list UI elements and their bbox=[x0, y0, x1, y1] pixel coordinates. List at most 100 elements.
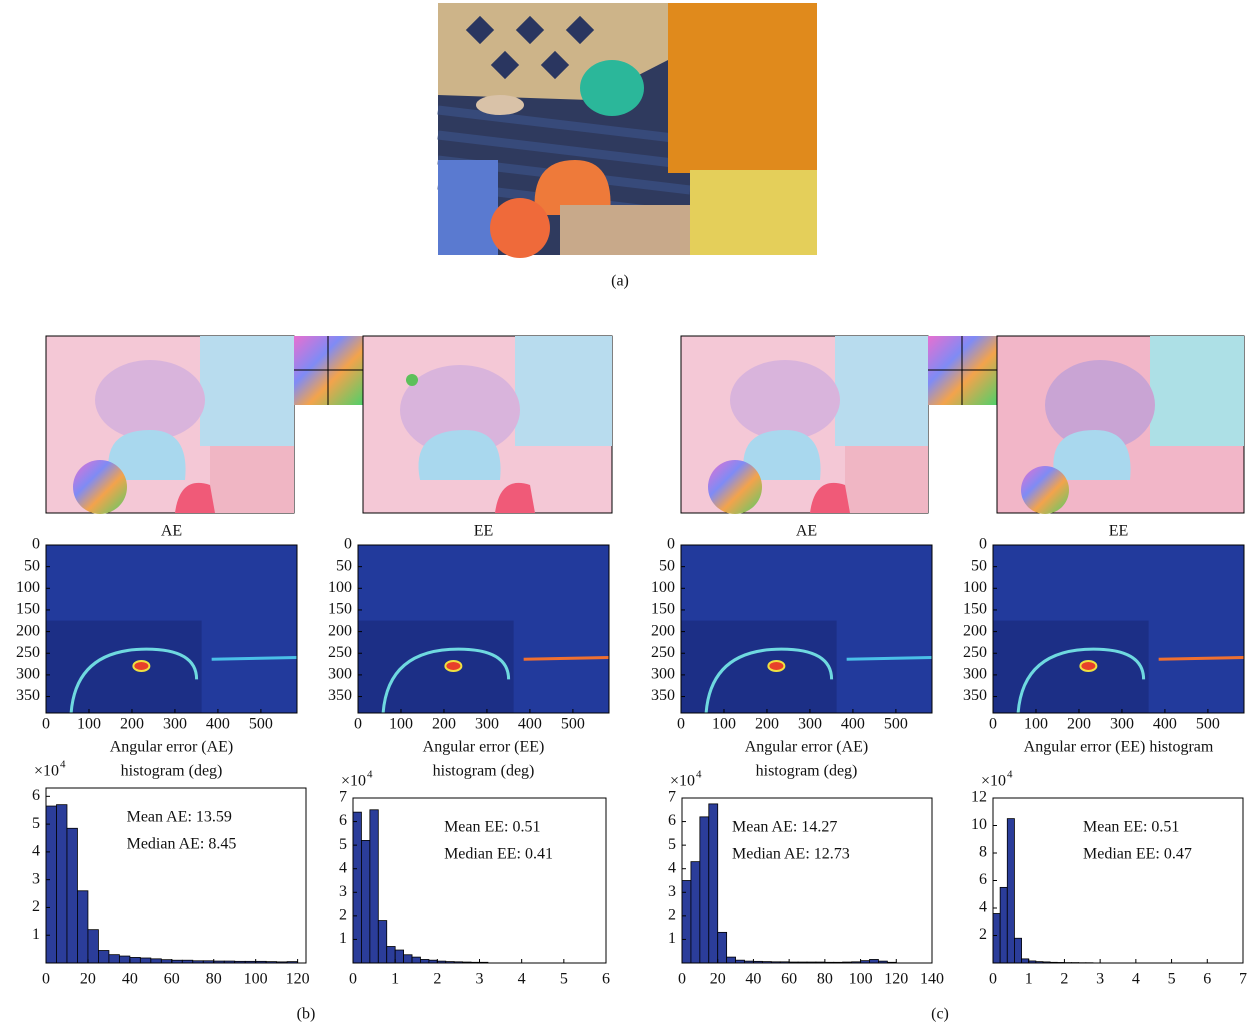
heatmap-edge bbox=[523, 656, 610, 661]
x-tick-label: 400 bbox=[841, 716, 865, 733]
y-tick-label: 0 bbox=[979, 536, 987, 553]
x-tick-label: 500 bbox=[884, 716, 908, 733]
bar bbox=[108, 954, 120, 964]
bar bbox=[361, 840, 371, 964]
y-tick-label: 3 bbox=[32, 870, 40, 887]
bar bbox=[129, 957, 141, 964]
x-tick-label: 5 bbox=[560, 971, 568, 988]
x-tick-label: 400 bbox=[518, 716, 542, 733]
y-multiplier-exponent: 4 bbox=[60, 759, 66, 771]
x-tick-label: 4 bbox=[518, 971, 526, 988]
y-tick-label: 100 bbox=[16, 579, 40, 596]
chart-title: Angular error (AE) bbox=[745, 739, 869, 756]
heatmap-region bbox=[46, 620, 202, 713]
annotation: Mean EE: 0.51 bbox=[1083, 819, 1179, 836]
annotation: Median EE: 0.41 bbox=[444, 846, 553, 863]
y-tick-label: 350 bbox=[328, 687, 352, 704]
annotation: Median AE: 12.73 bbox=[732, 846, 850, 863]
axes bbox=[680, 544, 933, 714]
x-tick-label: 120 bbox=[286, 971, 310, 988]
x-tick-label: 200 bbox=[120, 716, 144, 733]
annotation: Median EE: 0.47 bbox=[1083, 846, 1192, 863]
flow-images bbox=[45, 335, 1245, 514]
bar bbox=[386, 946, 396, 964]
x-tick-label: 40 bbox=[122, 971, 138, 988]
y-tick-label: 50 bbox=[24, 557, 40, 574]
bar bbox=[98, 950, 110, 964]
x-tick-label: 0 bbox=[349, 971, 357, 988]
bar bbox=[139, 957, 152, 964]
axes bbox=[992, 544, 1245, 714]
chart-title: EE bbox=[474, 523, 494, 540]
bar bbox=[1021, 958, 1030, 964]
y-multiplier-exponent: 4 bbox=[1007, 769, 1013, 781]
y-tick-label: 350 bbox=[16, 687, 40, 704]
x-tick-label: 200 bbox=[432, 716, 456, 733]
y-tick-label: 200 bbox=[16, 622, 40, 639]
y-multiplier: ×10 bbox=[670, 773, 695, 790]
y-tick-label: 1 bbox=[32, 926, 40, 943]
x-tick-label: 20 bbox=[80, 971, 96, 988]
y-tick-label: 350 bbox=[963, 687, 987, 704]
y-multiplier: ×10 bbox=[981, 773, 1006, 790]
chart-title: EE bbox=[1109, 523, 1129, 540]
y-tick-label: 2 bbox=[339, 907, 347, 924]
heatmap-edge bbox=[381, 647, 511, 714]
bar bbox=[411, 956, 421, 964]
y-tick-label: 4 bbox=[668, 859, 676, 876]
y-multiplier-exponent: 4 bbox=[696, 769, 702, 781]
x-tick-label: 5 bbox=[1168, 971, 1176, 988]
bar bbox=[87, 929, 99, 964]
annotation: Mean EE: 0.51 bbox=[444, 819, 540, 836]
heatmap-hotspot bbox=[132, 659, 151, 672]
heatmap-hotspot bbox=[767, 659, 786, 672]
y-tick-label: 350 bbox=[651, 687, 675, 704]
heatmap-edge bbox=[69, 647, 199, 714]
y-tick-label: 150 bbox=[963, 601, 987, 618]
x-tick-label: 3 bbox=[476, 971, 484, 988]
y-tick-label: 250 bbox=[963, 644, 987, 661]
heatmap-edge bbox=[1158, 656, 1245, 661]
bar bbox=[56, 804, 68, 964]
y-tick-label: 50 bbox=[659, 557, 675, 574]
panel-label: (c) bbox=[931, 1006, 949, 1023]
y-tick-label: 0 bbox=[32, 536, 40, 553]
x-tick-label: 300 bbox=[1110, 716, 1134, 733]
x-tick-label: 60 bbox=[781, 971, 797, 988]
chart-title: histogram (deg) bbox=[121, 763, 223, 780]
y-tick-label: 100 bbox=[651, 579, 675, 596]
y-tick-label: 5 bbox=[32, 815, 40, 832]
y-tick-label: 150 bbox=[16, 601, 40, 618]
heatmap-hotspot bbox=[444, 659, 463, 672]
y-tick-label: 3 bbox=[668, 883, 676, 900]
y-multiplier: ×10 bbox=[34, 763, 59, 780]
x-tick-label: 0 bbox=[989, 971, 997, 988]
x-tick-label: 2 bbox=[433, 971, 441, 988]
x-tick-label: 300 bbox=[798, 716, 822, 733]
bar bbox=[77, 890, 89, 964]
y-tick-label: 4 bbox=[32, 843, 40, 860]
x-tick-label: 0 bbox=[354, 716, 362, 733]
y-tick-label: 150 bbox=[651, 601, 675, 618]
y-tick-label: 6 bbox=[668, 812, 676, 829]
bar bbox=[420, 959, 430, 964]
bar bbox=[690, 861, 701, 964]
annotation: Median AE: 8.45 bbox=[127, 836, 237, 853]
bar bbox=[1006, 818, 1015, 964]
y-tick-label: 250 bbox=[16, 644, 40, 661]
x-tick-label: 300 bbox=[475, 716, 499, 733]
bar bbox=[992, 913, 1001, 964]
x-tick-label: 0 bbox=[678, 971, 686, 988]
y-tick-label: 7 bbox=[668, 789, 676, 806]
bar bbox=[45, 805, 57, 964]
y-tick-label: 200 bbox=[963, 622, 987, 639]
bar bbox=[681, 880, 692, 964]
bar bbox=[999, 886, 1008, 964]
axes bbox=[357, 544, 610, 714]
x-tick-label: 100 bbox=[389, 716, 413, 733]
bar bbox=[699, 816, 710, 964]
y-tick-label: 6 bbox=[979, 871, 987, 888]
y-tick-label: 250 bbox=[328, 644, 352, 661]
y-tick-label: 200 bbox=[651, 622, 675, 639]
